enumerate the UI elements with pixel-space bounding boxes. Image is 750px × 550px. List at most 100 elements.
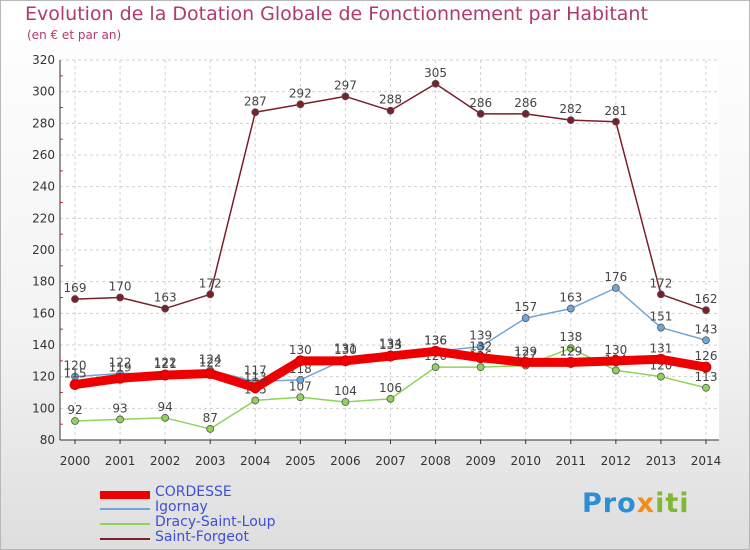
legend-label-cordesse: CORDESSE (155, 484, 232, 500)
data-point-cordesse (204, 368, 216, 379)
data-label-cordesse: 122 (199, 356, 222, 370)
data-point-saint-forgeot (702, 306, 710, 315)
data-point-dracy-saint-loup (611, 366, 620, 375)
legend-swatch-igornay (100, 508, 150, 510)
data-label-cordesse: 130 (289, 343, 312, 357)
x-tick-label: 2013 (646, 454, 677, 468)
legend-swatch-cordesse (100, 491, 150, 499)
data-label-saint-forgeot: 172 (649, 276, 672, 290)
data-point-dracy-saint-loup (296, 393, 305, 402)
y-tick-label: 240 (32, 180, 55, 194)
y-tick-label: 200 (32, 243, 55, 257)
data-label-dracy-saint-loup: 104 (334, 384, 357, 398)
proxiti-logo: Proxiti (582, 488, 690, 519)
y-tick-label: 80 (40, 433, 55, 447)
logo-part-iti: iti (655, 488, 690, 519)
data-label-dracy-saint-loup: 93 (112, 401, 127, 415)
data-label-cordesse: 132 (469, 340, 492, 354)
data-point-igornay (476, 342, 485, 351)
data-label-dracy-saint-loup: 92 (67, 403, 82, 417)
x-tick-label: 2005 (285, 454, 316, 468)
legend-swatch-dracy-saint-loup (100, 523, 150, 525)
x-tick-label: 2012 (601, 454, 632, 468)
data-label-cordesse: 129 (559, 344, 582, 358)
data-label-igornay: 122 (109, 356, 132, 370)
data-point-igornay (611, 284, 620, 292)
data-label-cordesse: 126 (695, 349, 718, 363)
data-label-saint-forgeot: 286 (469, 96, 492, 110)
data-label-saint-forgeot: 172 (199, 276, 222, 290)
x-tick-label: 2003 (195, 454, 226, 468)
data-label-saint-forgeot: 297 (334, 78, 357, 92)
data-point-cordesse (114, 372, 126, 384)
data-label-cordesse: 121 (154, 357, 177, 371)
x-tick-label: 2014 (691, 454, 722, 468)
data-label-saint-forgeot: 287 (244, 94, 267, 108)
data-label-cordesse: 133 (379, 338, 402, 352)
data-label-igornay: 163 (559, 291, 582, 305)
y-tick-label: 180 (32, 275, 55, 289)
data-point-saint-forgeot (71, 295, 79, 303)
data-point-cordesse (294, 355, 306, 367)
data-point-cordesse (159, 369, 171, 381)
data-point-saint-forgeot (521, 109, 530, 118)
data-point-saint-forgeot (386, 106, 395, 115)
x-tick-label: 2004 (240, 454, 271, 468)
data-point-saint-forgeot (657, 290, 665, 299)
data-label-dracy-saint-loup: 113 (695, 370, 718, 384)
data-label-igornay: 122 (154, 356, 177, 370)
legend-label-igornay: Igornay (155, 499, 208, 515)
data-label-cordesse: 130 (334, 343, 357, 357)
legend-label-dracy-saint-loup: Dracy-Saint-Loup (155, 514, 276, 530)
data-point-saint-forgeot (161, 304, 170, 313)
y-tick-label: 320 (32, 53, 55, 67)
data-label-saint-forgeot: 169 (64, 281, 87, 295)
data-label-cordesse: 131 (649, 341, 672, 355)
data-point-cordesse (385, 350, 396, 362)
data-label-cordesse: 136 (424, 333, 447, 347)
data-label-saint-forgeot: 305 (424, 66, 447, 80)
data-label-saint-forgeot: 163 (154, 291, 177, 305)
data-label-igornay: 117 (244, 363, 267, 377)
data-point-cordesse (340, 355, 351, 367)
data-point-saint-forgeot (566, 116, 575, 125)
legend: CORDESSE Igornay Dracy-Saint-Loup Saint-For… (100, 484, 340, 546)
data-point-dracy-saint-loup (341, 398, 350, 406)
y-tick-label: 220 (32, 211, 55, 225)
data-point-dracy-saint-loup (476, 363, 485, 372)
data-label-igornay: 139 (469, 329, 492, 343)
data-point-dracy-saint-loup (206, 425, 215, 433)
data-label-dracy-saint-loup: 106 (379, 381, 402, 395)
x-tick-label: 2007 (375, 454, 406, 468)
x-tick-label: 2009 (465, 454, 496, 468)
logo-part-x: x (636, 488, 656, 519)
data-point-igornay (657, 323, 665, 332)
data-point-saint-forgeot (431, 79, 440, 88)
data-label-saint-forgeot: 292 (289, 86, 312, 100)
data-label-igornay: 131 (334, 341, 357, 355)
data-label-saint-forgeot: 281 (604, 104, 627, 118)
data-point-saint-forgeot (296, 100, 305, 109)
y-tick-label: 160 (32, 306, 55, 320)
x-tick-label: 2010 (510, 454, 541, 468)
legend-item-saint-forgeot: Saint-Forgeot (100, 529, 340, 546)
data-point-igornay (521, 314, 530, 322)
data-label-saint-forgeot: 162 (695, 292, 718, 306)
data-label-cordesse: 115 (64, 367, 87, 381)
data-point-dracy-saint-loup (71, 417, 79, 425)
data-point-cordesse (520, 357, 532, 368)
data-point-saint-forgeot (341, 92, 350, 101)
data-point-cordesse (610, 355, 622, 367)
data-label-cordesse: 119 (109, 360, 132, 374)
data-point-cordesse (565, 357, 577, 368)
data-label-saint-forgeot: 170 (109, 280, 132, 294)
data-label-igornay: 176 (604, 270, 627, 284)
chart-title: Evolution de la Dotation Globale de Fonc… (25, 3, 648, 25)
data-point-saint-forgeot (476, 109, 485, 118)
data-label-saint-forgeot: 288 (379, 93, 402, 107)
x-tick-label: 2011 (556, 454, 587, 468)
data-point-dracy-saint-loup (702, 383, 710, 392)
data-label-cordesse: 129 (514, 344, 537, 358)
data-point-dracy-saint-loup (161, 413, 170, 422)
